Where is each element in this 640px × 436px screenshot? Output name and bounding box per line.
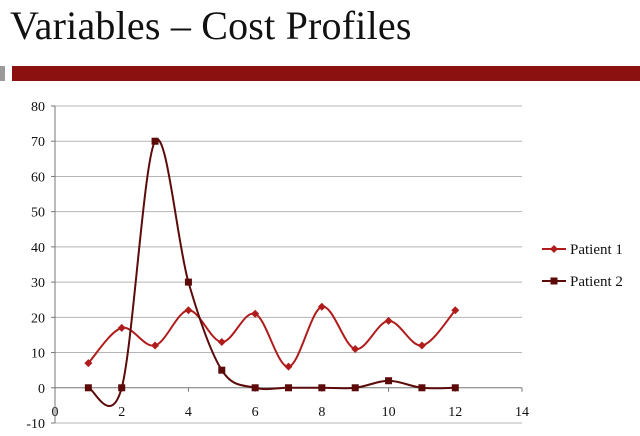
data-point bbox=[451, 306, 460, 315]
x-tick-label: 2 bbox=[118, 405, 125, 420]
y-tick-label: 50 bbox=[31, 206, 45, 221]
legend: Patient 1 Patient 2 bbox=[542, 242, 623, 290]
legend-marker bbox=[550, 245, 558, 253]
data-point bbox=[284, 362, 293, 371]
data-point bbox=[118, 384, 126, 392]
y-tick-label: 0 bbox=[38, 382, 45, 397]
legend-label: Patient 2 bbox=[570, 274, 623, 290]
series-1 bbox=[84, 302, 460, 371]
x-tick-label: 4 bbox=[185, 405, 192, 420]
data-point bbox=[84, 384, 92, 392]
data-point bbox=[418, 384, 426, 392]
legend-item-1: Patient 1 bbox=[542, 242, 623, 258]
series-line bbox=[87, 305, 457, 368]
title-accent-bar bbox=[12, 66, 640, 81]
y-tick-label: 10 bbox=[31, 347, 45, 362]
data-point bbox=[285, 384, 292, 392]
x-tick-label: 6 bbox=[252, 405, 259, 420]
tick-labels: -10 0 10 20 30 40 50 60 70 80 0 2 4 6 8 10 12 14 bbox=[26, 100, 529, 432]
data-point bbox=[117, 323, 126, 332]
data-point bbox=[151, 341, 160, 350]
data-point bbox=[385, 377, 393, 385]
data-point bbox=[317, 302, 326, 311]
legend-item-2: Patient 2 bbox=[542, 274, 623, 290]
gridlines bbox=[55, 105, 522, 424]
data-point bbox=[151, 137, 159, 145]
data-point bbox=[84, 359, 93, 368]
y-tick-label: 30 bbox=[31, 276, 45, 291]
y-tick-label: 60 bbox=[31, 170, 45, 185]
y-tick-label: 80 bbox=[31, 100, 45, 115]
data-point bbox=[184, 306, 193, 315]
x-tick-label: 10 bbox=[382, 405, 396, 420]
axes bbox=[51, 105, 523, 424]
title-accent-tick bbox=[0, 66, 5, 81]
data-point bbox=[251, 309, 260, 318]
data-point bbox=[417, 341, 426, 350]
data-point bbox=[384, 316, 393, 325]
y-tick-label: -10 bbox=[26, 417, 45, 432]
data-point bbox=[218, 366, 226, 374]
data-point bbox=[351, 384, 359, 392]
x-tick-label: 12 bbox=[448, 405, 462, 420]
y-tick-label: 40 bbox=[31, 241, 45, 256]
data-point bbox=[251, 384, 259, 392]
series bbox=[84, 137, 460, 407]
slide-title: Variables – Cost Profiles bbox=[10, 3, 412, 48]
data-point bbox=[184, 278, 192, 286]
x-tick-label: 14 bbox=[515, 405, 529, 420]
data-point bbox=[318, 384, 326, 392]
x-tick-label: 0 bbox=[52, 405, 59, 420]
legend-marker bbox=[550, 277, 558, 285]
series-2 bbox=[84, 137, 459, 407]
data-point bbox=[217, 337, 226, 346]
data-point bbox=[351, 345, 360, 354]
series-line bbox=[87, 138, 456, 407]
legend-label: Patient 1 bbox=[570, 242, 623, 258]
data-point bbox=[451, 384, 459, 392]
x-tick-label: 8 bbox=[318, 405, 325, 420]
y-tick-label: 70 bbox=[31, 135, 45, 150]
y-tick-label: 20 bbox=[31, 311, 45, 326]
